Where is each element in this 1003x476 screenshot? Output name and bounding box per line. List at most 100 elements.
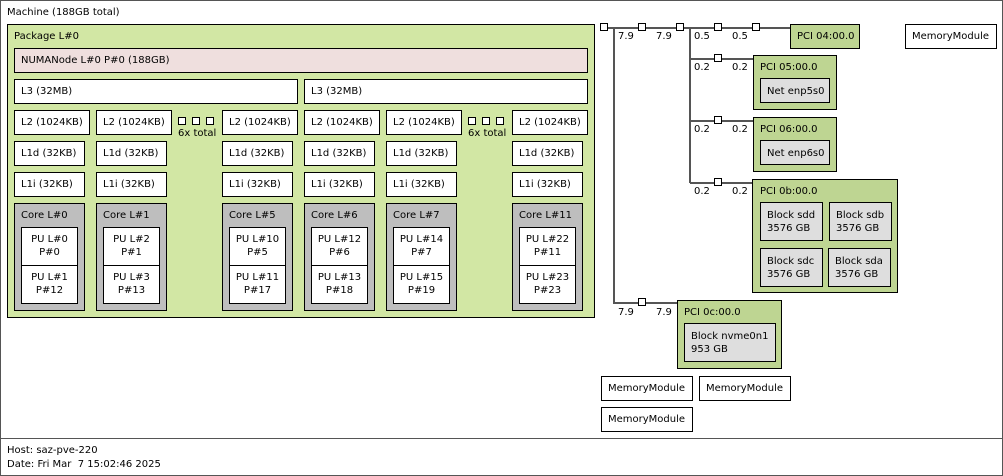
pu-logical: PU L#13 bbox=[317, 272, 362, 283]
pu-logical: PU L#0 bbox=[31, 234, 68, 245]
footer-date: Date: Fri Mar 7 15:02:46 2025 bbox=[7, 459, 161, 470]
bridge-port bbox=[638, 23, 646, 31]
memory-module: MemoryModule bbox=[601, 407, 693, 432]
pu-physical: P#1 bbox=[121, 247, 142, 258]
collapsed-count: 6x total bbox=[178, 128, 217, 139]
processing-unit: PU L#1 P#12 bbox=[21, 265, 78, 304]
processing-unit: PU L#22 P#11 bbox=[519, 227, 576, 266]
collapsed-dot bbox=[178, 117, 186, 125]
processing-unit: PU L#2 P#1 bbox=[103, 227, 160, 266]
processing-unit: PU L#14 P#7 bbox=[393, 227, 450, 266]
core-label: Core L#11 bbox=[519, 210, 572, 221]
l1i-cache: L1i (32KB) bbox=[96, 172, 167, 197]
bridge-port bbox=[714, 116, 722, 124]
net-device: Net enp5s0 bbox=[760, 78, 830, 103]
block-name: Block nvme0n1 bbox=[691, 331, 769, 342]
collapsed-dot bbox=[192, 117, 200, 125]
block-size: 3576 GB bbox=[767, 269, 811, 280]
link-speed: 7.9 bbox=[656, 31, 672, 42]
pu-logical: PU L#11 bbox=[235, 272, 280, 283]
pci-device-name: PCI 0b:00.0 bbox=[760, 186, 818, 197]
pci-device-name: PCI 05:00.0 bbox=[760, 62, 818, 73]
processing-unit: PU L#23 P#23 bbox=[519, 265, 576, 304]
bridge-port bbox=[714, 54, 722, 62]
l1d-cache: L1d (32KB) bbox=[386, 141, 457, 166]
pu-logical: PU L#10 bbox=[235, 234, 280, 245]
processing-unit: PU L#3 P#13 bbox=[103, 265, 160, 304]
l3-cache: L3 (32MB) bbox=[304, 79, 588, 104]
processing-unit: PU L#10 P#5 bbox=[229, 227, 286, 266]
block-size: 3576 GB bbox=[767, 223, 811, 234]
l2-cache: L2 (1024KB) bbox=[386, 110, 462, 135]
processing-unit: PU L#15 P#19 bbox=[393, 265, 450, 304]
block-name: Block sda bbox=[835, 256, 883, 267]
l2-cache: L2 (1024KB) bbox=[304, 110, 380, 135]
l1i-cache: L1i (32KB) bbox=[512, 172, 583, 197]
pu-logical: PU L#3 bbox=[113, 272, 150, 283]
bridge-port bbox=[714, 23, 722, 31]
link-speed: 0.2 bbox=[732, 186, 748, 197]
block-device: Block sdd 3576 GB bbox=[760, 202, 823, 241]
link-speed: 0.5 bbox=[694, 31, 710, 42]
core-label: Core L#1 bbox=[103, 210, 150, 221]
processing-unit: PU L#0 P#0 bbox=[21, 227, 78, 266]
pu-physical: P#13 bbox=[117, 285, 146, 296]
l1d-cache: L1d (32KB) bbox=[512, 141, 583, 166]
package-title: Package L#0 bbox=[14, 31, 79, 42]
l3-cache: L3 (32MB) bbox=[14, 79, 298, 104]
l1d-cache: L1d (32KB) bbox=[14, 141, 85, 166]
link-speed: 0.2 bbox=[732, 62, 748, 73]
processing-unit: PU L#12 P#6 bbox=[311, 227, 368, 266]
l1d-cache: L1d (32KB) bbox=[304, 141, 375, 166]
l1i-cache: L1i (32KB) bbox=[222, 172, 293, 197]
link-speed: 7.9 bbox=[618, 307, 634, 318]
collapsed-dot bbox=[468, 117, 476, 125]
pu-logical: PU L#14 bbox=[399, 234, 444, 245]
block-device: Block sdb 3576 GB bbox=[829, 202, 892, 241]
pu-physical: P#0 bbox=[39, 247, 60, 258]
pu-physical: P#7 bbox=[411, 247, 432, 258]
pci-device-name: PCI 0c:00.0 bbox=[684, 307, 741, 318]
pu-physical: P#11 bbox=[533, 247, 562, 258]
numa-node: NUMANode L#0 P#0 (188GB) bbox=[14, 48, 588, 73]
net-device: Net enp6s0 bbox=[760, 140, 830, 165]
collapsed-dot bbox=[482, 117, 490, 125]
link-speed: 0.2 bbox=[694, 186, 710, 197]
core-label: Core L#6 bbox=[311, 210, 358, 221]
bridge-port bbox=[752, 23, 760, 31]
pu-physical: P#18 bbox=[325, 285, 354, 296]
block-size: 3576 GB bbox=[835, 269, 879, 280]
pu-logical: PU L#1 bbox=[31, 272, 68, 283]
memory-module: MemoryModule bbox=[601, 376, 693, 401]
pu-logical: PU L#2 bbox=[113, 234, 150, 245]
bridge-port bbox=[600, 23, 608, 31]
collapsed-dot bbox=[496, 117, 504, 125]
core-label: Core L#0 bbox=[21, 210, 68, 221]
l1i-cache: L1i (32KB) bbox=[386, 172, 457, 197]
memory-module: MemoryModule bbox=[905, 24, 997, 49]
link-speed: 7.9 bbox=[618, 31, 634, 42]
collapsed-count: 6x total bbox=[468, 128, 507, 139]
link-speed: 0.2 bbox=[694, 124, 710, 135]
link-speed: 0.2 bbox=[732, 124, 748, 135]
l1d-cache: L1d (32KB) bbox=[96, 141, 167, 166]
l1d-cache: L1d (32KB) bbox=[222, 141, 293, 166]
pu-physical: P#12 bbox=[35, 285, 64, 296]
processing-unit: PU L#13 P#18 bbox=[311, 265, 368, 304]
pu-logical: PU L#23 bbox=[525, 272, 570, 283]
l2-cache: L2 (1024KB) bbox=[96, 110, 172, 135]
processing-unit: PU L#11 P#17 bbox=[229, 265, 286, 304]
l1i-cache: L1i (32KB) bbox=[14, 172, 85, 197]
l1i-cache: L1i (32KB) bbox=[304, 172, 375, 197]
core-label: Core L#5 bbox=[229, 210, 276, 221]
bridge-port bbox=[676, 23, 684, 31]
bridge-port bbox=[714, 178, 722, 186]
block-size: 3576 GB bbox=[836, 223, 880, 234]
pu-physical: P#6 bbox=[329, 247, 350, 258]
pu-physical: P#17 bbox=[243, 285, 272, 296]
block-name: Block sdb bbox=[836, 210, 885, 221]
pci-device-04: PCI 04:00.0 bbox=[790, 24, 860, 49]
l2-cache: L2 (1024KB) bbox=[222, 110, 298, 135]
memory-module: MemoryModule bbox=[699, 376, 791, 401]
